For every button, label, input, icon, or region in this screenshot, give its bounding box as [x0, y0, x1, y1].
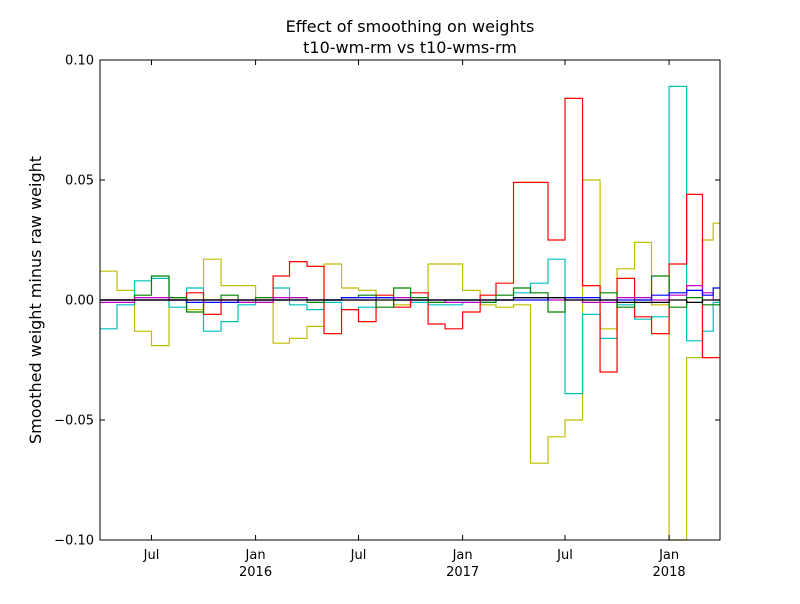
y-tick-label: −0.10	[54, 534, 94, 549]
x-tick-label: Jan	[658, 548, 679, 563]
x-tick-label: Jan	[452, 548, 473, 563]
x-tick-label: Jul	[350, 548, 367, 563]
y-axis-label: Smoothed weight minus raw weight	[26, 156, 45, 444]
y-tick-label: −0.05	[54, 414, 94, 429]
chart-subtitle: t10-wm-rm vs t10-wms-rm	[303, 38, 517, 57]
series-line-7	[100, 297, 720, 303]
x-tick-year-label: 2016	[239, 565, 272, 580]
series-line-6	[100, 287, 720, 303]
y-tick-label: 0.00	[65, 294, 94, 309]
x-tick-label: Jul	[556, 548, 573, 563]
tick-layer: 0.10 0.05 0.00 −0.05 −0.10 Jul Jan 2016 Jul Jan 20…	[54, 54, 720, 580]
x-tick-year-label: 2017	[446, 565, 479, 580]
series-layer	[100, 85, 720, 541]
plot-frame	[99, 59, 721, 541]
y-tick-label: 0.05	[65, 174, 94, 189]
y-tick-label: 0.10	[65, 54, 94, 69]
x-tick-label: Jul	[143, 548, 160, 563]
chart-title: Effect of smoothing on weights	[286, 17, 535, 36]
x-tick-label: Jan	[245, 548, 266, 563]
x-tick-year-label: 2018	[653, 565, 686, 580]
